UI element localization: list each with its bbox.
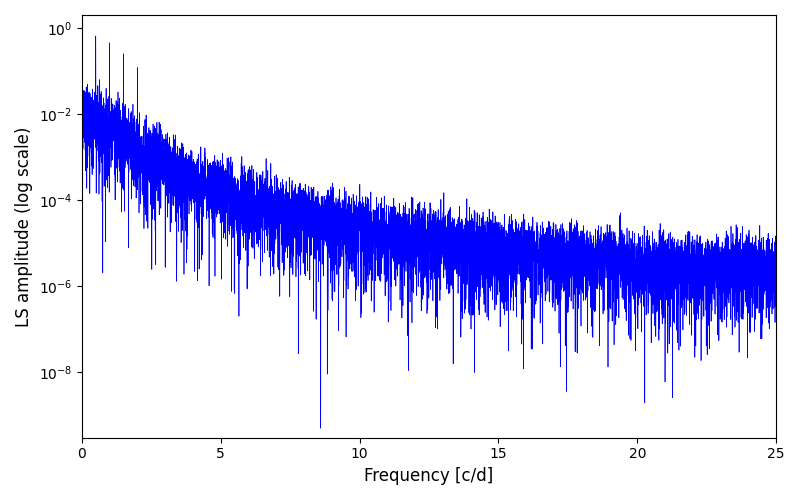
Y-axis label: LS amplitude (log scale): LS amplitude (log scale) [15,126,33,326]
X-axis label: Frequency [c/d]: Frequency [c/d] [364,467,494,485]
